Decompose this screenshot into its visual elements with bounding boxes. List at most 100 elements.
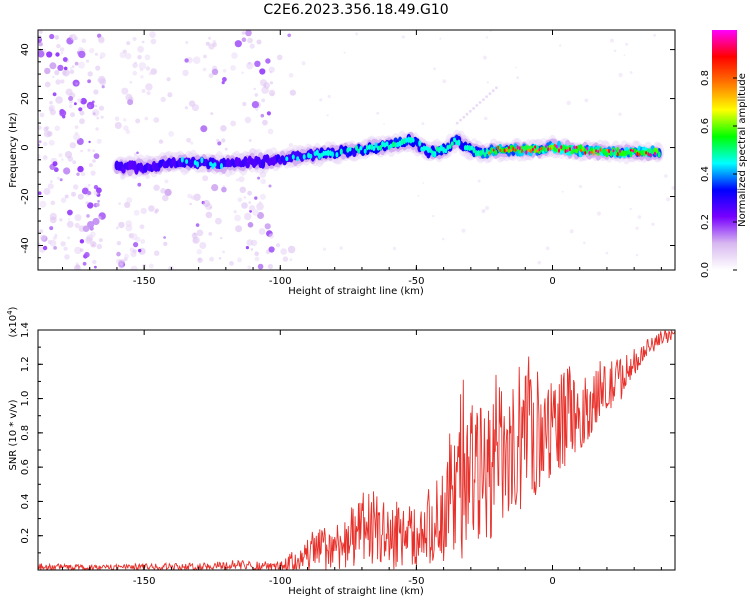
noise-blob bbox=[55, 52, 60, 57]
ridge-cell bbox=[603, 148, 607, 156]
noise-blob bbox=[235, 178, 239, 182]
x-tick-label: -150 bbox=[133, 276, 156, 287]
ridge-cell bbox=[529, 149, 532, 154]
snr-x-ticks: -150 -100 -50 0 bbox=[62, 330, 662, 587]
ridge-cell bbox=[573, 145, 576, 150]
noise-blob bbox=[259, 193, 266, 200]
noise-dot bbox=[439, 37, 442, 40]
noise-blob bbox=[76, 172, 80, 176]
noise-blob bbox=[163, 241, 168, 246]
faint-streak bbox=[465, 112, 469, 116]
noise-dot bbox=[327, 94, 331, 99]
ridge-cell bbox=[296, 156, 300, 162]
noise-blob bbox=[275, 243, 281, 248]
faint-streak bbox=[468, 109, 472, 113]
noise-blob bbox=[52, 161, 58, 167]
noise-blob bbox=[96, 187, 102, 194]
noise-blob bbox=[289, 89, 296, 96]
noise-blob bbox=[74, 125, 79, 129]
noise-blob bbox=[233, 210, 237, 214]
noise-blob bbox=[78, 61, 85, 69]
noise-blob bbox=[250, 239, 258, 247]
noise-dot bbox=[653, 33, 657, 37]
noise-blob bbox=[288, 73, 294, 78]
noise-blob bbox=[241, 202, 248, 209]
noise-dot bbox=[417, 194, 420, 197]
ridge-cell bbox=[614, 151, 618, 156]
noise-blob bbox=[64, 254, 70, 260]
noise-blob bbox=[98, 37, 105, 44]
ridge-cell bbox=[365, 145, 369, 151]
ridge-cell bbox=[494, 150, 498, 155]
noise-blob bbox=[63, 167, 71, 175]
noise-blob bbox=[241, 31, 246, 35]
noise-blob bbox=[87, 71, 93, 77]
noise-blob bbox=[196, 249, 202, 255]
ridge-cell bbox=[507, 146, 510, 150]
ridge-cell bbox=[400, 138, 404, 145]
noise-blob bbox=[140, 207, 147, 215]
ridge-cell bbox=[534, 145, 537, 149]
noise-blob bbox=[250, 248, 254, 251]
noise-blob bbox=[124, 201, 131, 208]
noise-blob bbox=[85, 236, 93, 244]
noise-blob bbox=[124, 253, 129, 259]
noise-blob bbox=[191, 232, 198, 239]
ridge-cell bbox=[488, 151, 491, 155]
noise-blob bbox=[138, 248, 142, 253]
ridge-cell bbox=[409, 136, 413, 144]
y-tick-label: 1.4 bbox=[20, 322, 31, 338]
noise-blob bbox=[244, 116, 252, 124]
ridge-cell bbox=[326, 149, 330, 157]
noise-blob bbox=[82, 105, 86, 109]
ridge-cell bbox=[575, 148, 578, 154]
noise-dot bbox=[319, 98, 323, 102]
ridge-cell bbox=[599, 147, 602, 152]
ridge-cell bbox=[629, 148, 632, 152]
x-tick-label: -50 bbox=[408, 576, 424, 587]
noise-blob bbox=[54, 125, 61, 132]
noise-blob bbox=[259, 171, 266, 178]
noise-blob bbox=[222, 68, 227, 73]
noise-blob bbox=[248, 139, 252, 142]
faint-streak bbox=[472, 107, 475, 110]
noise-dot bbox=[596, 211, 602, 216]
ridge-cell bbox=[518, 148, 522, 155]
noise-dot bbox=[343, 51, 346, 54]
noise-blob bbox=[141, 89, 146, 93]
noise-blob bbox=[119, 51, 127, 59]
svg-text:(x104): (x104) bbox=[6, 306, 19, 337]
ridge-cell bbox=[503, 148, 506, 153]
spectrogram-noise bbox=[38, 30, 675, 270]
noise-blob bbox=[99, 56, 103, 60]
ridge-cell bbox=[442, 146, 446, 154]
spectrogram-x-ticks: -150 -100 -50 0 bbox=[62, 30, 662, 287]
ridge-cell bbox=[418, 140, 422, 147]
noise-blob bbox=[263, 82, 271, 89]
noise-blob bbox=[267, 128, 274, 135]
noise-blob bbox=[252, 209, 259, 216]
noise-blob bbox=[259, 201, 262, 204]
noise-blob bbox=[268, 246, 275, 253]
noise-dot bbox=[666, 197, 671, 202]
noise-blob bbox=[129, 80, 133, 84]
ridge-cell bbox=[499, 148, 502, 153]
noise-dot bbox=[441, 237, 445, 241]
noise-blob bbox=[249, 205, 255, 211]
noise-blob bbox=[197, 257, 203, 264]
ridge-cell bbox=[422, 145, 426, 152]
noise-blob bbox=[94, 104, 98, 108]
noise-blob bbox=[92, 217, 100, 226]
noise-blob bbox=[67, 218, 71, 221]
ridge-cell bbox=[657, 151, 661, 158]
ridge-cell bbox=[579, 148, 582, 153]
ridge-cell bbox=[516, 145, 519, 150]
ridge-cell bbox=[627, 149, 631, 155]
y-tick-label: 0.2 bbox=[20, 528, 31, 544]
noise-dot bbox=[545, 246, 550, 251]
ridge-cell bbox=[315, 149, 319, 156]
noise-blob bbox=[78, 107, 83, 112]
noise-dot bbox=[618, 112, 622, 116]
ridge-cell bbox=[505, 148, 508, 153]
ridge-cell bbox=[612, 149, 615, 153]
